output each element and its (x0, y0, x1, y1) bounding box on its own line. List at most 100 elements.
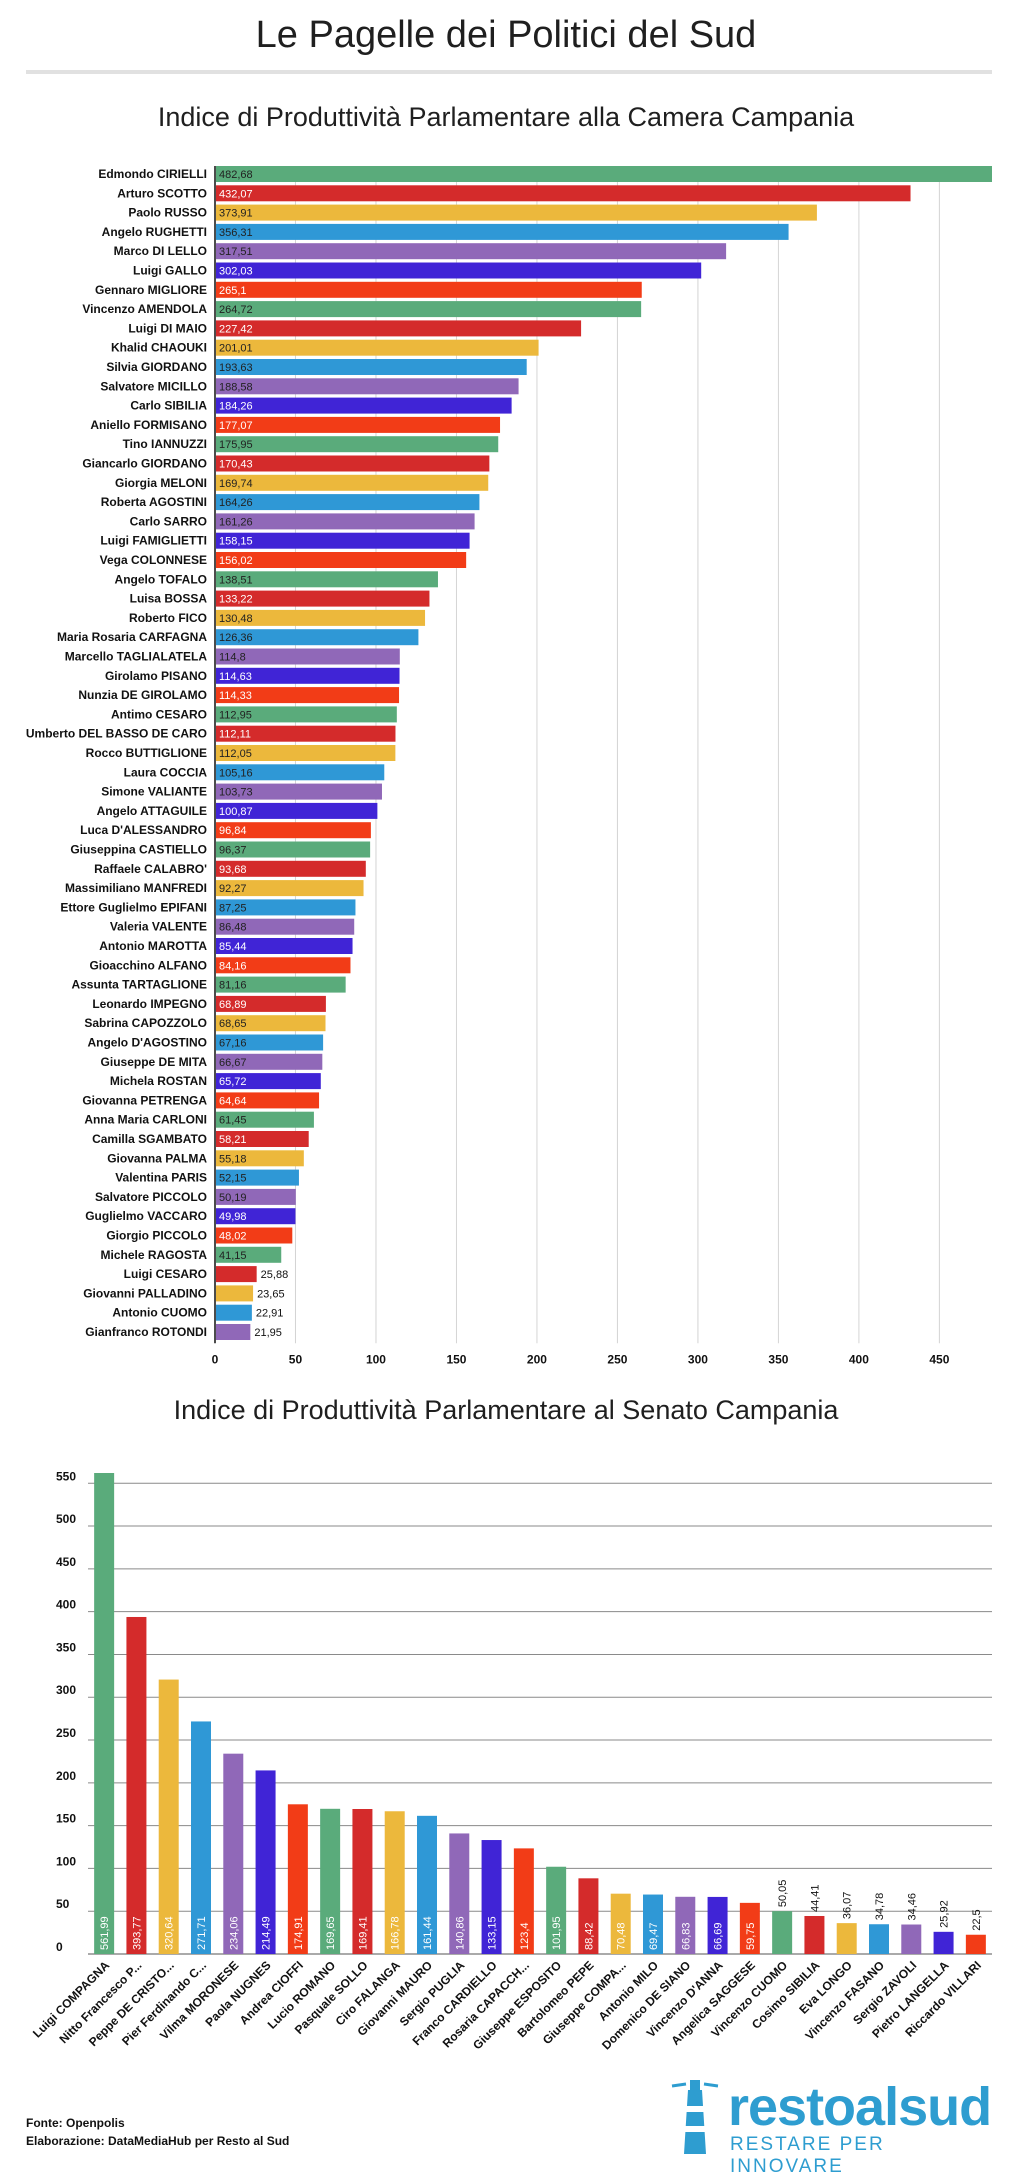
data-label: 36,07 (842, 1892, 854, 1920)
bar (216, 378, 519, 395)
bar (836, 1923, 857, 1954)
data-label: 175,95 (219, 439, 253, 451)
data-label: 264,72 (219, 304, 253, 316)
data-label: 22,5 (971, 1909, 983, 1930)
data-label: 66,83 (680, 1922, 692, 1950)
data-label: 67,16 (219, 1038, 247, 1050)
bar (546, 1866, 567, 1954)
bar (216, 262, 702, 279)
bar (216, 860, 366, 877)
category-label: Antonio CUOMO (112, 1306, 207, 1320)
y-tick-label: 350 (56, 1640, 76, 1654)
data-label: 271,71 (196, 1916, 208, 1950)
bar (216, 976, 346, 993)
category-label: Paolo RUSSO (128, 206, 207, 220)
data-label: 66,69 (713, 1922, 725, 1950)
x-tick-label: 150 (446, 1352, 466, 1366)
data-label: 34,78 (874, 1893, 886, 1921)
bar (216, 802, 378, 819)
data-label: 84,16 (219, 960, 247, 972)
bar (191, 1721, 211, 1954)
x-tick-label: 450 (929, 1352, 949, 1366)
bar (216, 1246, 282, 1263)
bar (216, 764, 385, 781)
category-label: Roberto FICO (129, 611, 207, 625)
data-label: 101,95 (551, 1916, 563, 1950)
data-label: 373,91 (219, 208, 253, 220)
bar (255, 1770, 276, 1954)
data-label: 105,16 (219, 767, 253, 779)
data-label: 140,86 (454, 1916, 466, 1950)
bar (216, 667, 400, 684)
data-label: 50,05 (777, 1880, 789, 1908)
category-label: Luigi DI MAIO (128, 321, 207, 335)
bar (216, 1073, 321, 1090)
data-label: 112,11 (219, 729, 251, 741)
data-label: 169,41 (357, 1916, 369, 1950)
category-label: Angelo D'AGOSTINO (87, 1036, 207, 1050)
x-tick-label: 350 (768, 1352, 788, 1366)
data-label: 81,16 (219, 980, 247, 992)
camera-bar-chart: 0 50 100 150 200 250 300 350 400 450 Edmondo CIRIE… (26, 166, 992, 1366)
category-label: Carlo SARRO (130, 514, 207, 528)
page-title: Le Pagelle dei Politici del Sud (255, 14, 757, 56)
category-label: Michela ROSTAN (110, 1074, 207, 1088)
data-label: 65,72 (219, 1076, 247, 1088)
logo-tagline: RESTARE PER INNOVARE (730, 2134, 885, 2177)
camera-chart-title: Indice di Produttività Parlamentare alla… (157, 102, 855, 132)
data-label: 55,18 (219, 1153, 247, 1165)
data-label: 21,95 (254, 1327, 282, 1339)
data-label: 393,77 (131, 1916, 143, 1950)
data-label: 114,33 (219, 690, 252, 702)
bar (216, 1169, 299, 1186)
category-label: Aniello FORMISANO (90, 418, 207, 432)
bar (869, 1924, 889, 1954)
bar (216, 436, 499, 453)
category-label: Giovanna PALMA (107, 1151, 207, 1165)
data-label: 50,19 (219, 1192, 247, 1204)
data-label: 302,03 (219, 266, 253, 278)
category-label: Sabrina CAPOZZOLO (84, 1016, 207, 1030)
category-label: Antimo CESARO (111, 707, 207, 721)
restoalsud-logo: restoalsud RESTARE PER INNOVARE (668, 2076, 998, 2177)
bar (216, 1324, 251, 1340)
data-label: 114,8 (219, 652, 246, 664)
bar (216, 1015, 326, 1032)
bar (901, 1924, 922, 1954)
senato-bar-chart: 050100150200250300350400450500550561,99L… (30, 1469, 992, 2053)
data-label: 22,91 (256, 1308, 284, 1320)
category-label: Salvatore PICCOLO (95, 1190, 207, 1204)
data-label: 161,44 (422, 1916, 434, 1950)
data-label: 234,06 (228, 1916, 240, 1950)
data-label: 86,48 (219, 922, 247, 934)
data-label: 174,91 (293, 1916, 305, 1950)
bar (216, 552, 467, 568)
category-label: Gioacchino ALFANO (89, 958, 207, 972)
bar (216, 223, 789, 240)
data-label: 103,73 (219, 787, 253, 799)
data-label: 58,21 (219, 1134, 247, 1146)
bar (216, 609, 426, 626)
y-tick-label: 450 (56, 1555, 76, 1569)
bar (216, 301, 642, 318)
x-tick-label: 50 (289, 1352, 303, 1366)
bar (216, 416, 501, 433)
category-label: Angelo TOFALO (115, 572, 207, 586)
bar (287, 1804, 308, 1954)
bar (216, 957, 351, 974)
category-label: Giorgio PICCOLO (106, 1229, 207, 1243)
y-tick-label: 100 (56, 1854, 76, 1868)
bar (216, 1092, 320, 1109)
category-label: Luigi FAMIGLIETTI (100, 534, 207, 548)
bar (216, 166, 992, 182)
bar (126, 1616, 147, 1954)
bar (449, 1833, 470, 1954)
bar (804, 1915, 825, 1954)
category-label: Antonio MAROTTA (99, 939, 207, 953)
category-label: Roberta AGOSTINI (101, 495, 207, 509)
data-label: 66,67 (219, 1057, 247, 1069)
y-tick-label: 150 (56, 1812, 76, 1826)
category-label: Ettore Guglielmo EPIFANI (60, 900, 207, 914)
x-tick-label: 100 (366, 1352, 386, 1366)
data-label: 356,31 (219, 227, 253, 239)
